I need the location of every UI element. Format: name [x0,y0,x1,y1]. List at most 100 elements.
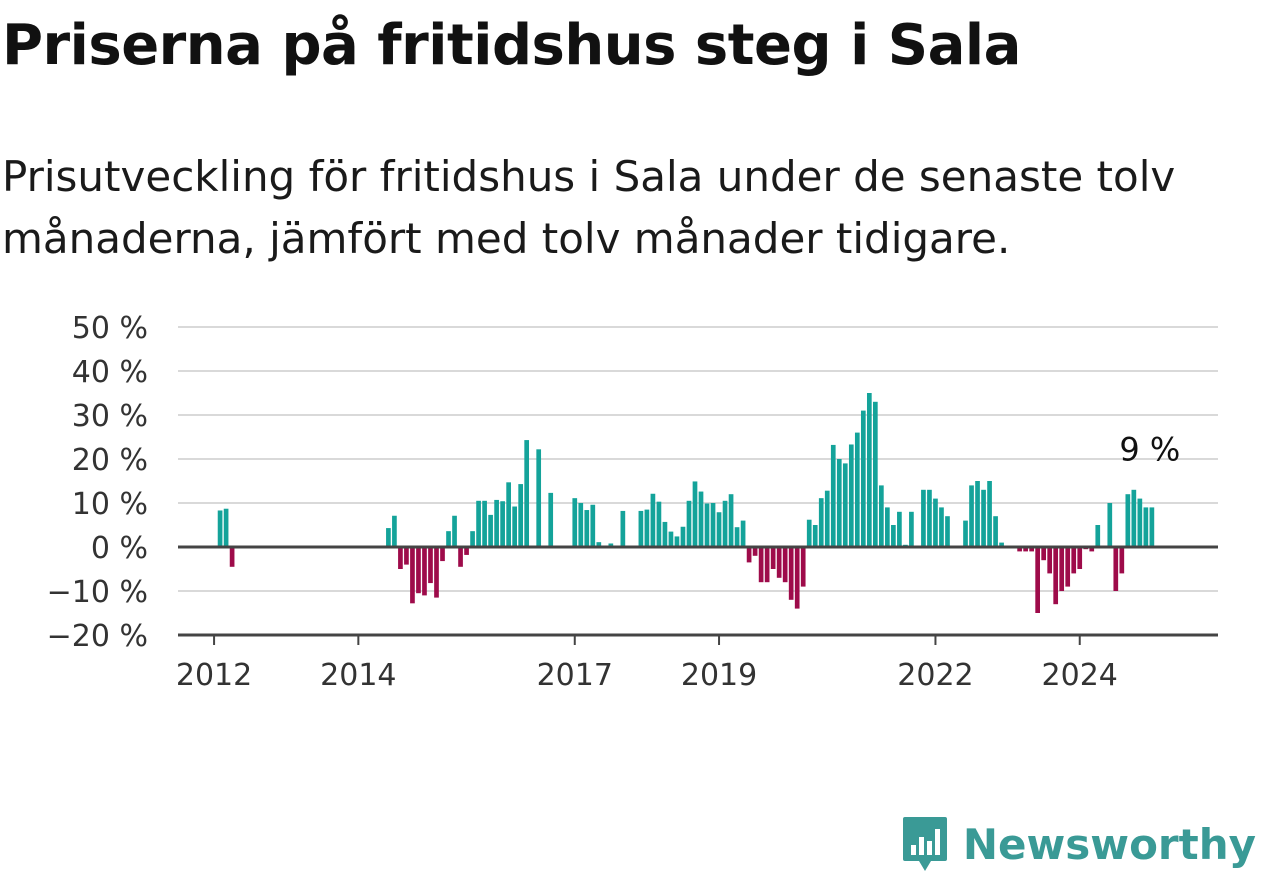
y-tick-label: 0 % [91,531,148,566]
bar [764,547,770,583]
bar [698,491,704,547]
bar-chart: −20 % −10 % 0 % 10 % 20 % 30 % 40 % 50 % 2012 201… [47,311,1218,693]
x-tick-label: 2014 [320,658,396,693]
y-tick-label: 30 % [72,399,148,434]
bar [578,503,584,547]
bar [458,547,463,567]
y-tick-label: 40 % [72,355,148,390]
bar [494,499,499,547]
bar [229,547,235,567]
bar [1143,507,1149,547]
y-tick-label: −10 % [47,575,148,610]
bar [668,531,674,547]
bar [885,507,890,547]
bar [770,547,776,569]
bar [752,547,758,556]
bar [398,547,403,569]
bar [650,493,656,547]
bar [879,485,884,547]
bar [776,547,782,578]
bar [1071,547,1077,574]
bar [662,521,668,547]
bar [1077,547,1083,569]
y-tick-label: 50 % [72,311,148,346]
bar [488,514,493,547]
bar [1065,547,1071,587]
bar [416,547,421,594]
bar [710,503,716,547]
bar [1131,489,1137,547]
bar [1023,547,1028,552]
bar [722,500,728,547]
bar [734,527,740,547]
chart-subtitle: Prisutveckling för fritidshus i Sala und… [2,152,1176,263]
bar [392,515,397,547]
bar [716,512,722,547]
bar [1035,547,1040,613]
bar [608,543,614,547]
bar [800,547,806,587]
bar [434,547,439,598]
bar [512,506,517,547]
bar [620,510,626,547]
bar [680,526,686,547]
bar [909,511,914,547]
bar [1047,547,1053,574]
chart-title: Priserna på fritidshus steg i Sala [2,13,1021,78]
y-tick-label: 20 % [72,443,148,478]
bar [866,393,872,547]
bar [921,489,926,547]
bar [1059,547,1065,591]
x-tick-label: 2017 [537,658,613,693]
bar [482,500,487,547]
x-tick-label: 2022 [897,658,973,693]
newsworthy-logo-icon [902,817,947,871]
y-tick-label: −20 % [47,619,148,654]
bar [872,401,878,547]
bar [1089,547,1095,552]
bar [806,519,812,547]
bar [1149,507,1155,547]
bar [422,547,427,596]
bar [410,547,415,604]
bar [740,520,746,547]
bar [638,510,644,547]
bar [860,410,866,547]
bar [428,547,433,584]
bar [584,510,590,547]
bar [975,481,980,547]
bar [939,507,944,547]
bar [692,481,698,547]
bar [830,444,836,547]
bar [1029,547,1034,552]
bar [746,547,752,563]
bar [644,509,650,547]
bar [782,547,788,583]
bar [704,503,710,547]
bar [794,547,800,609]
bar [440,547,445,562]
bar [536,449,542,547]
bar [590,504,596,547]
bar [897,511,902,547]
bar [656,501,662,547]
bar [1053,547,1059,605]
bar [812,525,818,547]
bar [1107,503,1113,547]
bar [969,485,974,547]
bar [572,498,578,547]
bar [1041,547,1047,561]
bar [963,520,968,547]
bar [470,531,475,547]
bar [452,515,457,547]
bar [446,531,451,547]
bar [891,525,896,547]
bar [981,489,986,547]
bar [945,516,950,547]
bar [596,542,602,547]
x-tick-label: 2012 [176,658,252,693]
y-tick-label: 10 % [72,487,148,522]
bar [933,498,938,547]
bar [842,463,848,547]
bar [518,484,524,547]
